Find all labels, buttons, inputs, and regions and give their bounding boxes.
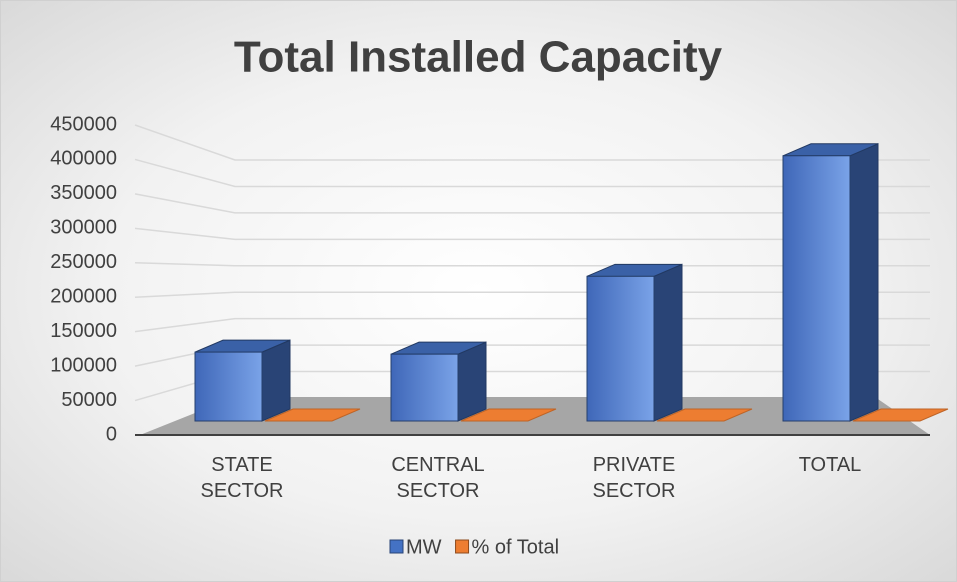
y-tick-label: 100000 <box>50 354 117 376</box>
chart-title: Total Installed Capacity <box>234 33 723 82</box>
y-tick-label: 300000 <box>50 217 117 239</box>
y-tick-label: 350000 <box>50 182 117 204</box>
x-tick-label: CENTRAL SECTOR <box>391 454 485 502</box>
bar <box>460 408 557 422</box>
grid-line <box>134 291 930 298</box>
grid-line <box>134 227 930 241</box>
bar-side <box>653 263 683 422</box>
legend-swatch <box>389 539 404 554</box>
bar <box>194 351 263 422</box>
bar <box>852 408 949 422</box>
bar-side <box>457 341 487 422</box>
y-tick-label: 150000 <box>50 320 117 342</box>
x-tick-label: TOTAL <box>798 454 862 476</box>
legend-swatch <box>455 539 470 554</box>
y-tick-label: 0 <box>106 423 117 445</box>
bar <box>586 275 655 422</box>
x-tick-label: STATE SECTOR <box>200 454 284 502</box>
y-tick-label: 400000 <box>50 148 117 170</box>
y-tick-label: 200000 <box>50 286 117 308</box>
legend-label: % of Total <box>472 536 559 558</box>
bar-side <box>849 143 879 422</box>
bar <box>264 408 361 422</box>
x-tick-label: PRIVATE SECTOR <box>592 454 676 502</box>
bar <box>390 353 459 422</box>
bar <box>656 408 753 422</box>
grid-line <box>134 124 930 161</box>
grid-line <box>134 317 930 333</box>
grid-line <box>134 193 930 214</box>
y-tick-label: 450000 <box>50 113 117 135</box>
grid-line <box>134 262 930 267</box>
legend-label: MW <box>406 536 442 558</box>
grid-line <box>134 158 930 188</box>
bar <box>782 155 851 422</box>
y-tick-label: 50000 <box>61 389 117 411</box>
y-tick-label: 250000 <box>50 251 117 273</box>
bar-side <box>261 339 291 422</box>
